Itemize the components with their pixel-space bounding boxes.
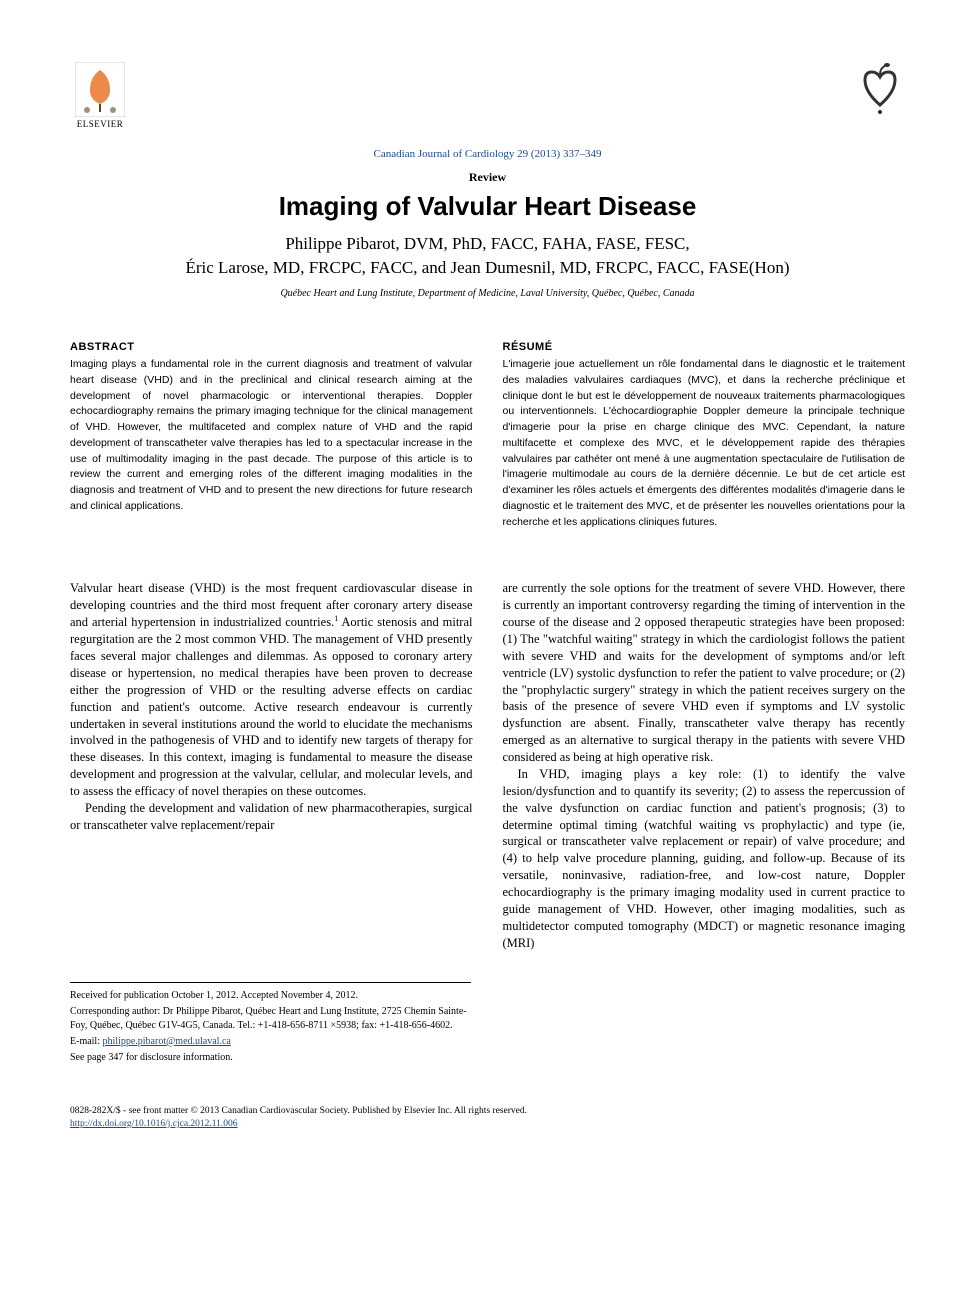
body-right-p1: are currently the sole options for the t…: [503, 580, 906, 766]
authors-line-1: Philippe Pibarot, DVM, PhD, FACC, FAHA, …: [285, 234, 689, 253]
authors: Philippe Pibarot, DVM, PhD, FACC, FAHA, …: [70, 232, 905, 280]
authors-line-2: Éric Larose, MD, FRCPC, FACC, and Jean D…: [185, 258, 789, 277]
resume-heading: RÉSUMÉ: [503, 339, 906, 356]
journal-reference: Canadian Journal of Cardiology 29 (2013)…: [70, 148, 905, 160]
article-title: Imaging of Valvular Heart Disease: [70, 191, 905, 222]
corresponding-author: Corresponding author: Dr Philippe Pibaro…: [70, 1005, 471, 1033]
abstract-row: ABSTRACT Imaging plays a fundamental rol…: [70, 339, 905, 531]
header-logo-row: ELSEVIER: [70, 60, 905, 130]
abstract-english: ABSTRACT Imaging plays a fundamental rol…: [70, 339, 473, 531]
heart-logo-icon: [855, 60, 905, 115]
body-left-p1: Valvular heart disease (VHD) is the most…: [70, 580, 473, 800]
email-label: E-mail:: [70, 1036, 103, 1047]
doi-link[interactable]: http://dx.doi.org/10.1016/j.cjca.2012.11…: [70, 1119, 238, 1129]
email-link[interactable]: philippe.pibarot@med.ulaval.ca: [103, 1036, 231, 1047]
publisher-logo: ELSEVIER: [70, 60, 130, 130]
resume-text: L'imagerie joue actuellement un rôle fon…: [503, 358, 906, 528]
received-date: Received for publication October 1, 2012…: [70, 989, 471, 1003]
elsevier-tree-icon: [75, 62, 125, 117]
body-row: Valvular heart disease (VHD) is the most…: [70, 580, 905, 951]
disclosure-note: See page 347 for disclosure information.: [70, 1051, 471, 1065]
page-footer: 0828-282X/$ - see front matter © 2013 Ca…: [70, 1105, 905, 1132]
body-right-column: are currently the sole options for the t…: [503, 580, 906, 951]
body-text: Aortic stenosis and mitral regurgitation…: [70, 615, 473, 798]
body-left-column: Valvular heart disease (VHD) is the most…: [70, 580, 473, 951]
journal-logo: [855, 60, 905, 120]
footnotes: Received for publication October 1, 2012…: [70, 982, 471, 1065]
body-left-p2: Pending the development and validation o…: [70, 800, 473, 834]
article-type: Review: [70, 170, 905, 185]
affiliation: Québec Heart and Lung Institute, Departm…: [70, 288, 905, 299]
abstract-text: Imaging plays a fundamental role in the …: [70, 358, 473, 512]
abstract-heading: ABSTRACT: [70, 339, 473, 356]
copyright-line: 0828-282X/$ - see front matter © 2013 Ca…: [70, 1105, 905, 1118]
body-right-p2: In VHD, imaging plays a key role: (1) to…: [503, 766, 906, 952]
publisher-name: ELSEVIER: [77, 119, 124, 129]
email-line: E-mail: philippe.pibarot@med.ulaval.ca: [70, 1035, 471, 1049]
abstract-french: RÉSUMÉ L'imagerie joue actuellement un r…: [503, 339, 906, 531]
